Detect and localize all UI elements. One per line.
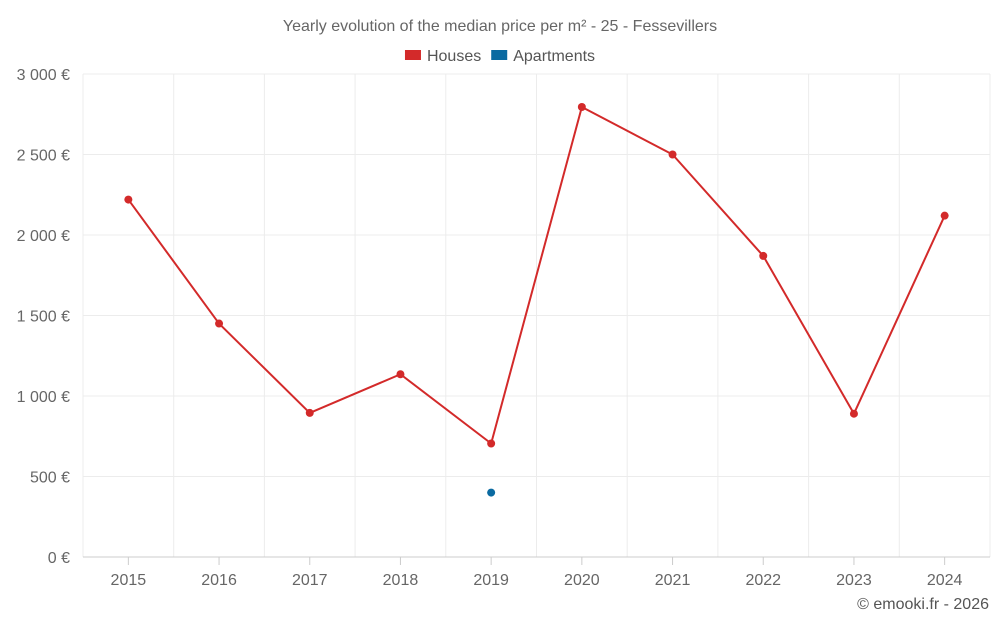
x-tick-label: 2024 — [927, 572, 963, 589]
houses-data-point[interactable] — [487, 439, 496, 448]
x-tick-label: 2020 — [564, 572, 600, 589]
apartments-legend-label[interactable]: Apartments — [513, 48, 595, 65]
houses-data-point[interactable] — [215, 319, 224, 328]
houses-data-point[interactable] — [759, 251, 768, 260]
apartments-legend-swatch[interactable] — [491, 50, 508, 60]
x-tick-label: 2015 — [111, 572, 147, 589]
credit-text: © emooki.fr - 2026 — [857, 596, 989, 613]
x-tick-label: 2022 — [745, 572, 781, 589]
houses-legend-swatch[interactable] — [404, 50, 421, 60]
houses-data-point[interactable] — [305, 408, 314, 417]
houses-data-point[interactable] — [396, 370, 405, 379]
y-tick-label: 1 000 € — [17, 389, 70, 406]
y-tick-label: 3 000 € — [17, 67, 70, 84]
apartments-data-point[interactable] — [487, 488, 496, 497]
grid — [82, 73, 991, 557]
chart-title: Yearly evolution of the median price per… — [283, 18, 717, 35]
legend: Houses Apartments — [404, 48, 595, 65]
x-tick-label: 2021 — [655, 572, 691, 589]
houses-data-point[interactable] — [668, 150, 677, 159]
houses-data-point[interactable] — [577, 103, 586, 112]
y-tick-label: 500 € — [30, 470, 70, 487]
houses-data-point[interactable] — [940, 211, 949, 220]
houses-series-line — [127, 106, 946, 445]
y-tick-label: 2 000 € — [17, 228, 70, 245]
y-tick-label: 0 € — [48, 550, 70, 567]
x-tick-label: 2016 — [201, 572, 237, 589]
houses-data-point[interactable] — [849, 409, 858, 418]
y-tick-label: 2 500 € — [17, 148, 70, 165]
x-tick-label: 2019 — [473, 572, 509, 589]
x-tick-label: 2018 — [383, 572, 419, 589]
series — [124, 103, 949, 497]
y-tick-label: 1 500 € — [17, 309, 70, 326]
houses-legend-label[interactable]: Houses — [427, 48, 481, 65]
houses-data-point[interactable] — [124, 195, 133, 204]
x-tick-label: 2017 — [292, 572, 328, 589]
x-tick-label: 2023 — [836, 572, 872, 589]
axes: 0 € 500 € 1 000 € 1 500 € 2 000 € 2 500 € 3 00… — [17, 67, 990, 589]
